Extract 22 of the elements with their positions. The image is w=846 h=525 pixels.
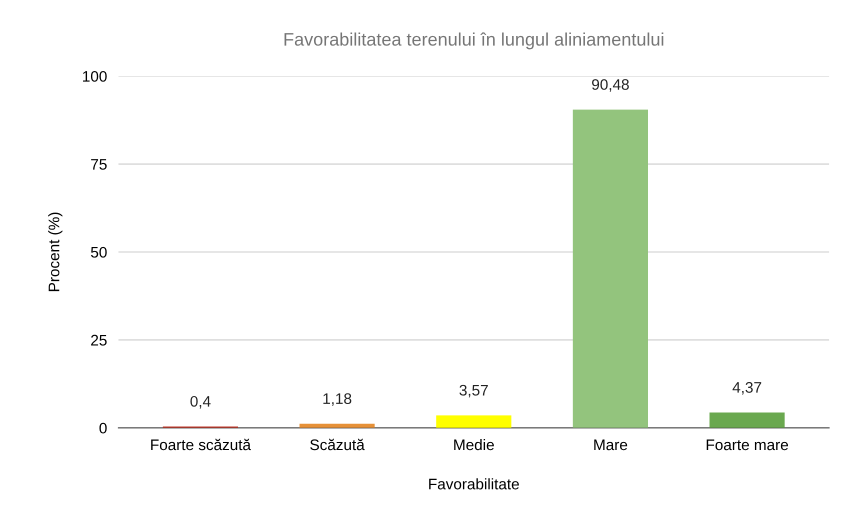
- chart-title: Favorabilitatea terenului în lungul aliniamentului: [284, 32, 664, 50]
- bar: [572, 110, 648, 428]
- x-tick-label: Foarte mare: [706, 440, 788, 450]
- data-label: 1,18: [323, 393, 352, 406]
- bar: [436, 415, 512, 428]
- x-axis-title: Favorabilitate: [429, 478, 519, 490]
- x-tick-label: Medie: [454, 438, 494, 450]
- bar: [710, 412, 785, 428]
- data-label: 4,37: [732, 382, 762, 395]
- data-label: 0,4: [190, 396, 211, 409]
- bar: [300, 424, 375, 428]
- y-tick-label: 0: [99, 422, 107, 434]
- y-axis-title: Procent (%): [48, 212, 62, 292]
- y-tick-label: 50: [90, 246, 107, 258]
- x-tick-label: Scăzută: [310, 438, 365, 450]
- y-tick-label: 25: [91, 334, 107, 346]
- y-tick-label: 75: [91, 159, 107, 170]
- y-tick-label: 100: [83, 70, 107, 82]
- x-tick-label: Mare: [594, 440, 628, 450]
- data-label: 3,57: [459, 384, 488, 398]
- data-label: 90,48: [592, 79, 629, 92]
- x-tick-label: Foarte scăzută: [151, 438, 251, 450]
